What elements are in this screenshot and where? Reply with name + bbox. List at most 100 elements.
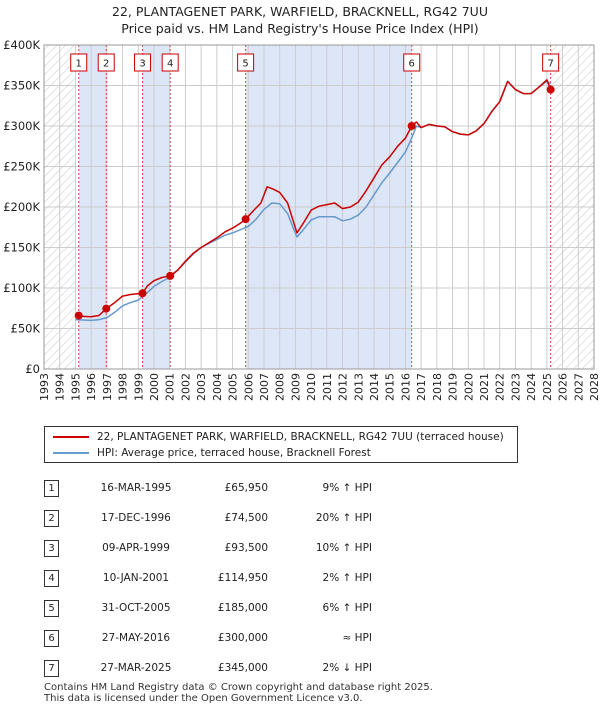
sale-point [138,289,147,298]
table-row: 4 10-JAN-2001 £114,950 2% ↑ HPI [44,563,372,593]
x-tick-label: 2016 [399,373,412,401]
table-row: 3 09-APR-1999 £93,500 10% ↑ HPI [44,533,372,563]
sale-date: 27-MAY-2016 [101,632,171,644]
sales-table: 1 16-MAR-1995 £65,950 9% ↑ HPI 2 17-DEC-… [44,473,372,683]
x-tick-label: 2006 [242,373,255,401]
legend: 22, PLANTAGENET PARK, WARFIELD, BRACKNEL… [44,426,518,463]
footer-licence: This data is licensed under the Open Gov… [44,693,363,704]
sale-date: 27-MAR-2025 [100,662,172,674]
y-tick-label: £100K [3,281,40,295]
sale-date: 17-DEC-1996 [101,512,171,524]
sale-price: £65,950 [224,482,268,494]
sale-hpi-comparison: 10% ↑ HPI [315,542,372,554]
y-tick-label: £200K [3,200,40,214]
x-tick-label: 1995 [69,373,82,401]
x-tick-label: 2000 [148,373,161,401]
sale-hpi-comparison: 2% ↑ HPI [322,572,372,584]
x-tick-label: 2022 [494,373,507,401]
legend-item-hpi: HPI: Average price, terraced house, Brac… [53,445,371,461]
x-tick-label: 2028 [588,373,600,401]
chart-title-line1: 22, PLANTAGENET PARK, WARFIELD, BRACKNEL… [112,4,488,19]
sale-date: 31-OCT-2005 [101,602,171,614]
legend-line-hpi [53,452,89,454]
x-tick-label: 2024 [525,373,538,401]
plot-frame [43,44,595,370]
sale-hpi-comparison: 20% ↑ HPI [315,512,372,524]
table-row: 6 27-MAY-2016 £300,000 ≈ HPI [44,623,372,653]
sale-date: 09-APR-1999 [102,542,170,554]
sale-number-box [134,53,152,72]
footer: Contains HM Land Registry data © Crown c… [44,682,433,704]
x-tick-label: 1994 [54,373,67,401]
x-tick-label: 2025 [541,373,554,401]
chart-title-line2: Price paid vs. HM Land Registry's House … [121,21,479,36]
sale-point [166,271,175,280]
sale-number-box [403,53,421,72]
table-row: 7 27-MAR-2025 £345,000 2% ↓ HPI [44,653,372,683]
x-tick-label: 2018 [431,373,444,401]
sale-number-label: 4 [167,59,173,70]
x-tick-label: 2026 [557,373,570,401]
sale-hpi-comparison: ≈ HPI [342,632,372,644]
sale-number-label: 5 [242,59,248,70]
property-price-line [75,79,552,318]
x-tick-label: 2001 [164,373,177,401]
sale-price: £93,500 [224,542,268,554]
footer-copyright: Contains HM Land Registry data © Crown c… [44,682,433,693]
x-tick-label: 2005 [227,373,240,401]
x-tick-label: 2015 [384,373,397,401]
x-tick-label: 2007 [258,373,271,401]
x-tick-label: 2008 [274,373,287,401]
sale-number-badge: 2 [44,509,59,527]
x-tick-label: 2004 [211,373,224,401]
y-tick-label: £50K [11,322,41,336]
sale-number-label: 7 [547,59,553,70]
sale-number-label: 1 [76,59,82,70]
sale-price: £114,950 [217,572,268,584]
sale-point [407,122,416,130]
y-tick-label: £300K [3,119,40,133]
x-tick-label: 2017 [415,373,428,401]
legend-item-property: 22, PLANTAGENET PARK, WARFIELD, BRACKNEL… [53,429,504,445]
sale-number-badge: 5 [44,599,59,617]
x-tick-label: 2014 [368,373,381,401]
y-tick-label: £400K [3,38,40,52]
sale-number-box [161,53,179,72]
x-tick-label: 2003 [195,373,208,401]
sale-number-badge: 7 [44,659,59,677]
sale-number-box [237,53,255,72]
sale-number-badge: 4 [44,569,59,587]
legend-label-property: 22, PLANTAGENET PARK, WARFIELD, BRACKNEL… [97,431,504,443]
x-tick-label: 2002 [179,373,192,401]
x-tick-label: 2023 [509,373,522,401]
sale-number-box [97,53,115,72]
sale-point [546,85,555,94]
table-row: 1 16-MAR-1995 £65,950 9% ↑ HPI [44,473,372,503]
sale-point [241,215,250,224]
sale-price: £185,000 [217,602,268,614]
y-tick-label: £0 [25,362,40,376]
sale-number-label: 3 [139,59,145,70]
sale-number-label: 2 [103,59,109,70]
legend-label-hpi: HPI: Average price, terraced house, Brac… [97,447,371,459]
legend-line-property [53,436,89,438]
sale-price: £300,000 [217,632,268,644]
x-tick-label: 1999 [132,373,145,401]
chart-title: 22, PLANTAGENET PARK, WARFIELD, BRACKNEL… [0,3,600,37]
x-tick-label: 2012 [337,373,350,401]
x-tick-label: 2021 [478,373,491,401]
sale-number-badge: 6 [44,629,59,647]
x-tick-label: 2011 [321,373,334,401]
sale-number-badge: 3 [44,539,59,557]
x-tick-label: 2013 [352,373,365,401]
x-tick-label: 2019 [447,373,460,401]
sale-price: £74,500 [224,512,268,524]
x-tick-label: 2020 [462,373,475,401]
sale-point [102,304,111,313]
sale-point [74,311,83,320]
table-row: 5 31-OCT-2005 £185,000 6% ↑ HPI [44,593,372,623]
sale-number-label: 6 [409,59,415,70]
price-chart: 1 2 3 4 5 6 7 £0 £50K £100K £150K £200K £250K £300K £… [3,38,600,401]
sale-date: 16-MAR-1995 [100,482,172,494]
x-tick-label: 2009 [289,373,302,401]
